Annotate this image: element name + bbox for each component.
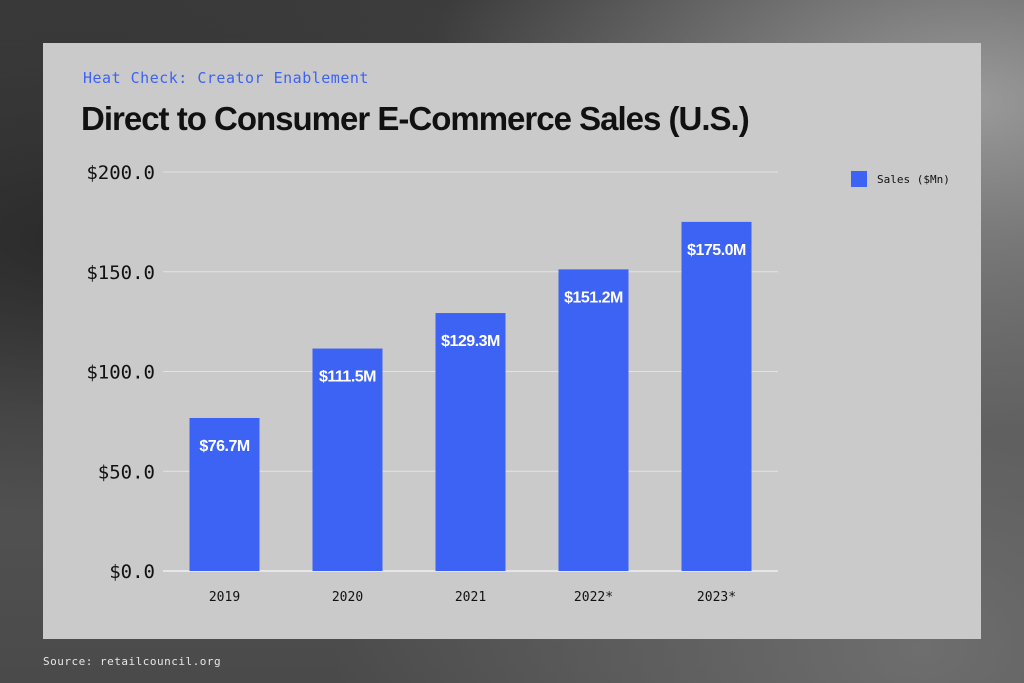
bar — [681, 221, 752, 571]
bar — [435, 313, 506, 571]
x-tick-label: 2021 — [455, 590, 486, 605]
x-tick-label: 2019 — [209, 590, 240, 605]
bars: $76.7M $111.5M $129.3M $151.2M $175.0M — [189, 221, 752, 571]
x-axis-ticks: 2019 2020 2021 2022* 2023* — [209, 590, 736, 605]
data-label: $76.7M — [199, 438, 250, 455]
y-tick-label: $0.0 — [109, 561, 155, 583]
x-tick-label: 2023* — [697, 590, 736, 605]
chart-card: Heat Check: Creator Enablement Direct to… — [43, 43, 981, 639]
y-tick-label: $100.0 — [86, 362, 155, 384]
data-label: $151.2M — [564, 289, 623, 306]
bar-chart: $0.0 $50.0 $100.0 $150.0 $200.0 $76.7M $111.5… — [86, 162, 950, 605]
data-label: $111.5M — [319, 369, 376, 386]
bar — [558, 269, 629, 571]
data-label: $175.0M — [687, 242, 746, 259]
bar — [312, 348, 383, 571]
data-label: $129.3M — [441, 333, 500, 350]
legend-label: Sales ($Mn) — [877, 173, 950, 186]
y-tick-label: $150.0 — [86, 262, 155, 284]
x-tick-label: 2022* — [574, 590, 613, 605]
y-tick-label: $50.0 — [98, 461, 155, 483]
y-axis-ticks: $0.0 $50.0 $100.0 $150.0 $200.0 — [86, 162, 155, 583]
source-note: Source: retailcouncil.org — [43, 655, 222, 668]
bar — [189, 417, 260, 571]
y-tick-label: $200.0 — [86, 162, 155, 184]
chart-title: Direct to Consumer E-Commerce Sales (U.S… — [81, 100, 750, 137]
legend-swatch — [851, 171, 867, 187]
eyebrow-label: Heat Check: Creator Enablement — [83, 69, 369, 87]
legend: Sales ($Mn) — [851, 171, 950, 187]
x-tick-label: 2020 — [332, 590, 363, 605]
